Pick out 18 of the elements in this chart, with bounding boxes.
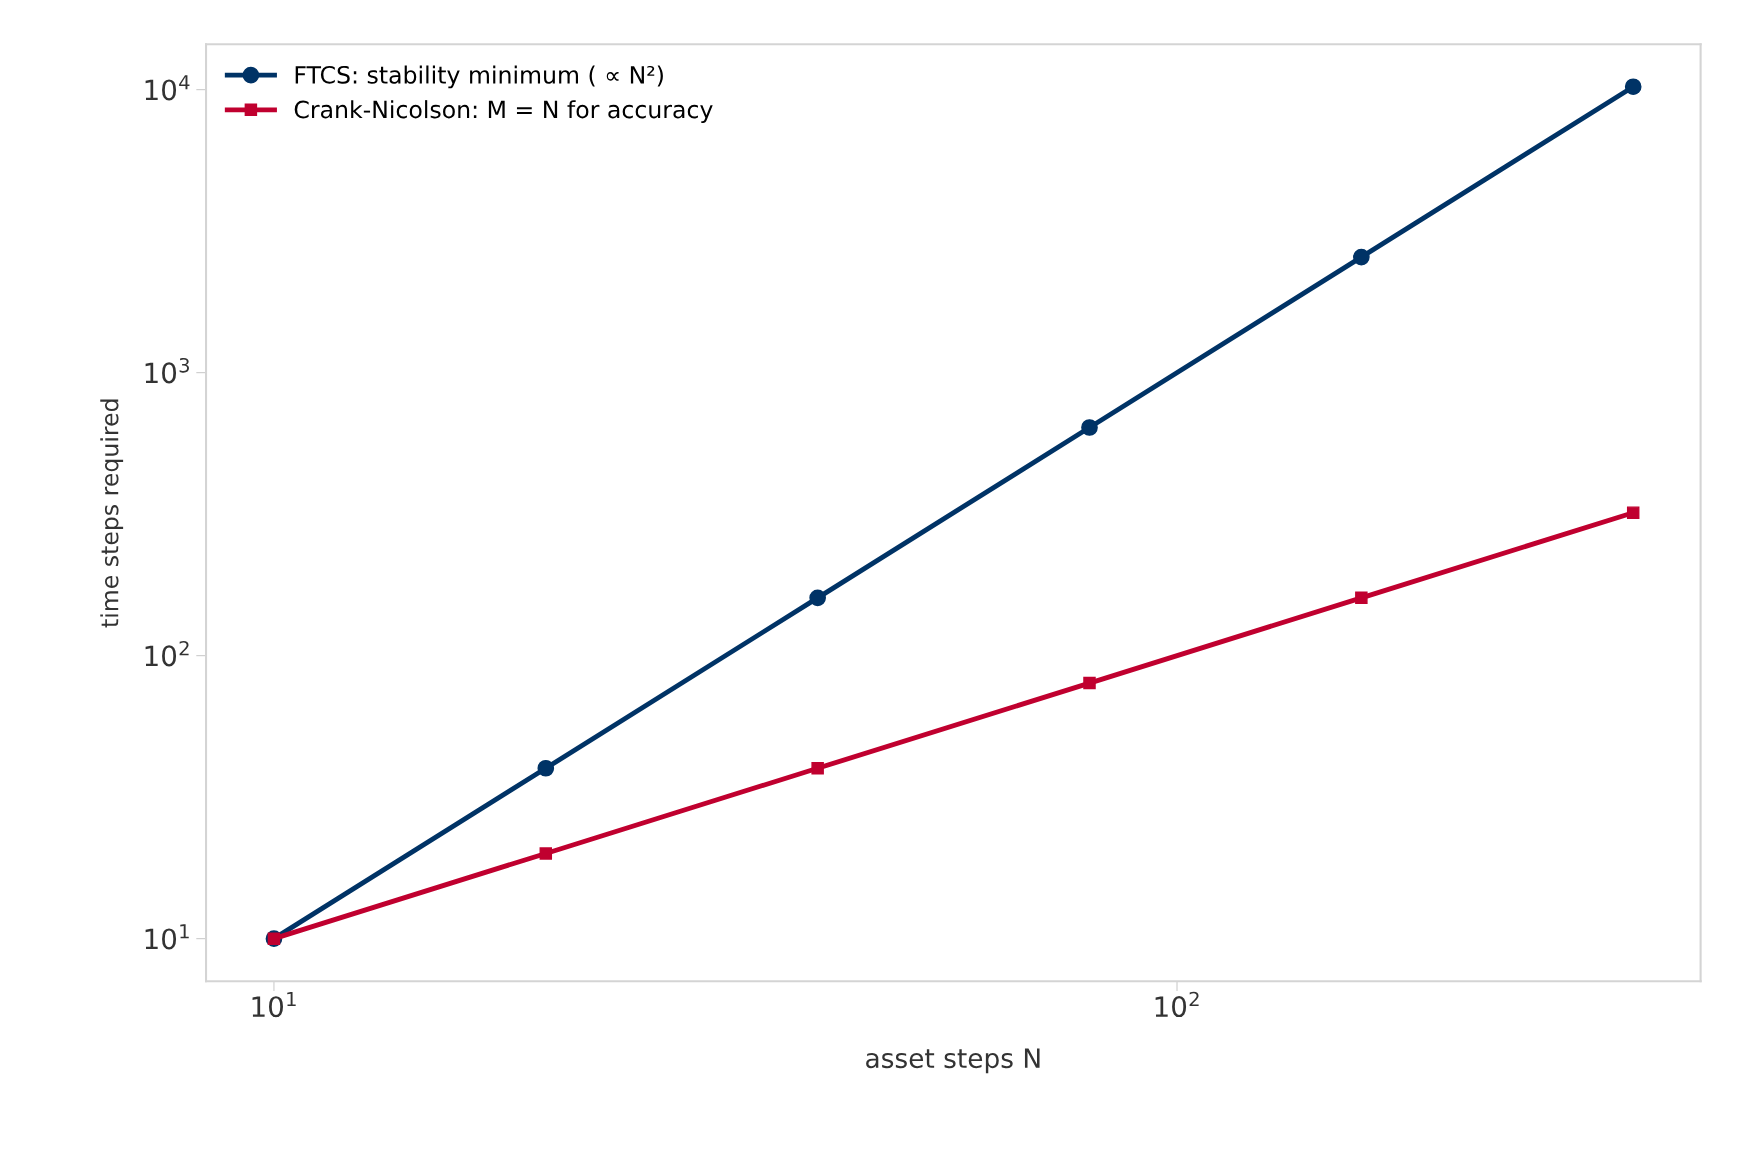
y-tick-label: 10$^{1}$ bbox=[145, 924, 189, 950]
legend-label: FTCS: stability minimum ( ∝ N²) bbox=[295, 65, 663, 89]
legend-label: Crank-Nicolson: M = N for accuracy bbox=[294, 100, 713, 123]
y-axis-title: time steps required bbox=[100, 399, 124, 628]
point bbox=[1626, 506, 1640, 519]
point bbox=[539, 847, 553, 860]
y-tick-label: 10$^{3}$ bbox=[145, 357, 189, 384]
y-tick-label: 10$^{4}$ bbox=[145, 75, 190, 101]
point bbox=[1624, 78, 1642, 96]
point bbox=[1081, 419, 1098, 436]
y-tick-label: 10$^{2}$ bbox=[145, 640, 189, 667]
point bbox=[809, 589, 826, 607]
point bbox=[537, 759, 555, 777]
point bbox=[1083, 676, 1096, 690]
point bbox=[811, 762, 824, 775]
x-axis-title: asset steps N bbox=[866, 1048, 1040, 1074]
point bbox=[1355, 591, 1368, 605]
point bbox=[1353, 248, 1370, 266]
